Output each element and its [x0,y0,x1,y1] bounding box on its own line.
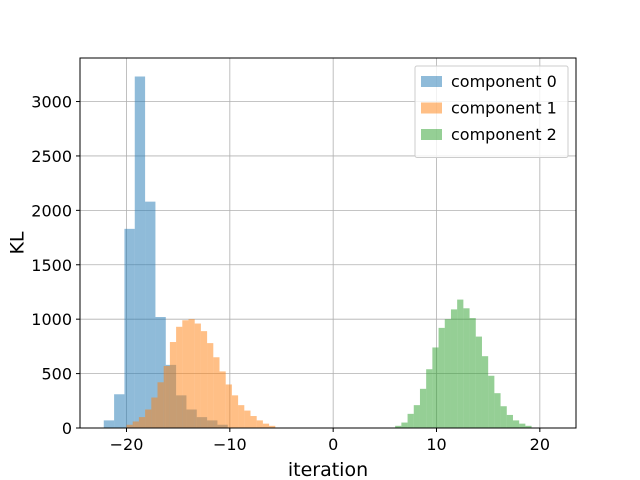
x-axis-label: iteration [288,459,368,480]
series-1-bars [126,319,276,428]
histogram-bar [401,422,408,428]
histogram-bar [262,423,270,428]
histogram-bar [114,394,125,428]
histogram-bar [426,369,433,428]
histogram-bar [126,424,133,428]
histogram-bar [219,371,226,428]
histogram-bar [481,356,489,428]
histogram-bar [207,343,214,428]
histogram-bar [145,409,152,428]
histogram-bar [238,405,245,428]
histogram-bar [519,423,526,428]
histogram-bar [182,320,189,428]
histogram-bar [438,327,445,428]
histogram-bar [512,420,520,428]
y-tick-label: 3000 [31,93,72,112]
histogram-bar [244,410,251,428]
histogram-bar [194,323,201,428]
axis-ticks: −20 −10 0 10 20 0 500 1000 1500 2000 2500 3000 [31,93,550,454]
histogram-bar [155,317,166,428]
y-tick-label: 2500 [31,147,72,166]
histogram-bar [200,331,208,428]
histogram-bar [225,384,232,428]
histogram-bar [506,414,513,428]
histogram-bar [475,336,482,428]
histogram-bar [525,425,532,428]
x-tick-label: 20 [530,435,550,454]
x-tick-label: 0 [328,435,338,454]
x-tick-label: −10 [213,435,247,454]
histogram-bar [457,299,464,428]
histogram-bar [188,319,195,428]
histogram-bar [103,420,115,428]
y-tick-label: 1000 [31,310,72,329]
histogram-bar [488,375,495,428]
histogram-bar [413,405,420,428]
y-tick-label: 500 [41,365,72,384]
legend-entry: component 1 [421,99,557,118]
legend-swatch [421,102,442,114]
histogram-bar [213,357,220,428]
histogram-bar [432,347,439,428]
histogram-bar [151,397,158,428]
histogram-bar [500,406,507,428]
histogram-bar [163,365,170,428]
histogram-bar [250,416,257,428]
legend-entry: component 0 [421,72,557,91]
legend-box [414,65,569,158]
histogram-bar [157,382,164,428]
legend-label: component 1 [451,99,557,118]
histogram-bar [231,395,239,428]
plot-frame [79,57,577,429]
legend-swatch [421,129,442,140]
legend-entries: component 0 component 1 component 2 [421,72,557,144]
legend-label: component 2 [451,125,557,144]
histogram-bar [450,309,458,428]
histogram-bar [407,413,414,428]
histogram-bar [494,393,501,428]
histogram-bar [444,319,451,428]
y-tick-label: 0 [62,419,72,438]
y-axis-label: KL [7,231,29,254]
y-tick-label: 2000 [31,201,72,220]
legend-swatch [421,76,442,87]
histogram-bar [132,421,139,428]
legend-entry: component 2 [421,125,557,144]
x-tick-label: 10 [426,435,446,454]
histogram-bar [138,417,146,428]
series-2-bars [395,299,532,428]
y-tick-label: 1500 [31,256,72,275]
histogram-bar [256,420,263,428]
x-tick-label: −20 [110,435,144,454]
histogram-bar [463,308,470,428]
histogram-bar [469,318,476,428]
histogram-bars [103,76,532,428]
histogram-bar [419,388,427,428]
histogram-bar [269,425,276,428]
histogram-bar [176,326,183,428]
histogram-bar [169,342,177,428]
histogram-bar [395,425,402,428]
histogram-bar [134,76,146,428]
legend: component 0 component 1 component 2 [414,65,569,158]
histogram-bar [124,228,135,428]
legend-label: component 0 [451,72,557,91]
histogram-bar [145,201,156,428]
